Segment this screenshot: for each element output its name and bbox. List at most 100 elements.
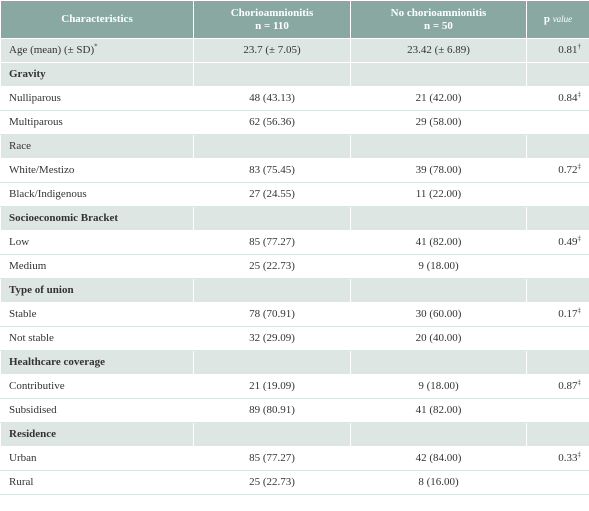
table-row: Medium 25 (22.73) 9 (18.00) (0, 254, 589, 279)
row-label: Rural (0, 470, 194, 495)
section-row-residence: Residence (0, 422, 589, 447)
row-label: Nulliparous (0, 86, 194, 111)
cell-chorio: 25 (22.73) (193, 254, 351, 279)
cell-nochorio: 41 (82.00) (350, 230, 527, 255)
header-characteristics: Characteristics (0, 0, 194, 39)
table-row: Contributive 21 (19.09) 9 (18.00) 0.87‡ (0, 374, 589, 399)
cell-nochorio: 8 (16.00) (350, 470, 527, 495)
header-p-value: p value (526, 0, 589, 39)
section-label: Type of union (0, 278, 194, 303)
empty-cell (526, 206, 589, 231)
p-mark: ‡ (577, 306, 582, 315)
cell-nochorio: 42 (84.00) (350, 446, 527, 471)
table-row: Nulliparous 48 (43.13) 21 (42.00) 0.84‡ (0, 86, 589, 111)
row-label: Age (mean) (± SD)* (0, 38, 194, 63)
table-row: Urban 85 (77.27) 42 (84.00) 0.33‡ (0, 446, 589, 471)
cell-chorio: 85 (77.27) (193, 230, 351, 255)
empty-cell (350, 206, 527, 231)
empty-cell (350, 278, 527, 303)
section-label: Gravity (0, 62, 194, 87)
table-row: Black/Indigenous 27 (24.55) 11 (22.00) (0, 182, 589, 207)
section-label: Residence (0, 422, 194, 447)
cell-p-value: 0.49‡ (526, 230, 589, 255)
cell-nochorio: 20 (40.00) (350, 326, 527, 351)
header-p-prefix: p (543, 13, 550, 25)
p-mark: ‡ (577, 162, 582, 171)
cell-p-value: 0.81† (526, 38, 589, 63)
p-value: 0.87 (558, 380, 578, 392)
row-label: Low (0, 230, 194, 255)
section-label: Race (0, 134, 194, 159)
cell-nochorio: 41 (82.00) (350, 398, 527, 423)
empty-cell (193, 278, 351, 303)
header-chorio-title: Chorioamnionitis (230, 6, 314, 19)
row-label: Stable (0, 302, 194, 327)
p-value: 0.33 (558, 452, 578, 464)
empty-cell (193, 62, 351, 87)
p-mark: ‡ (577, 234, 582, 243)
empty-cell (193, 350, 351, 375)
empty-cell (193, 206, 351, 231)
p-value: 0.84 (558, 92, 578, 104)
table-row: White/Mestizo 83 (75.45) 39 (78.00) 0.72… (0, 158, 589, 183)
age-footnote-mark: * (94, 42, 98, 51)
characteristics-table: Characteristics Chorioamnionitis n = 110 … (0, 0, 589, 495)
table-row: Not stable 32 (29.09) 20 (40.00) (0, 326, 589, 351)
empty-cell (526, 398, 589, 423)
empty-cell (193, 134, 351, 159)
cell-nochorio: 30 (60.00) (350, 302, 527, 327)
cell-chorio: 89 (80.91) (193, 398, 351, 423)
row-label: Not stable (0, 326, 194, 351)
empty-cell (526, 326, 589, 351)
empty-cell (350, 62, 527, 87)
empty-cell (526, 350, 589, 375)
empty-cell (526, 254, 589, 279)
empty-cell (526, 134, 589, 159)
row-label: Urban (0, 446, 194, 471)
cell-nochorio: 39 (78.00) (350, 158, 527, 183)
p-value: 0.72 (558, 164, 578, 176)
empty-cell (526, 62, 589, 87)
table-row: Subsidised 89 (80.91) 41 (82.00) (0, 398, 589, 423)
cell-chorio: 25 (22.73) (193, 470, 351, 495)
empty-cell (526, 182, 589, 207)
header-characteristics-text: Characteristics (61, 13, 133, 25)
empty-cell (526, 470, 589, 495)
cell-chorio: 62 (56.36) (193, 110, 351, 135)
cell-chorio: 78 (70.91) (193, 302, 351, 327)
cell-chorio: 83 (75.45) (193, 158, 351, 183)
header-row: Characteristics Chorioamnionitis n = 110 … (0, 0, 589, 39)
cell-nochorio: 21 (42.00) (350, 86, 527, 111)
empty-cell (526, 422, 589, 447)
cell-chorio: 32 (29.09) (193, 326, 351, 351)
row-label: White/Mestizo (0, 158, 194, 183)
section-row-race: Race (0, 134, 589, 159)
cell-nochorio: 29 (58.00) (350, 110, 527, 135)
cell-nochorio: 11 (22.00) (350, 182, 527, 207)
table-row: Rural 25 (22.73) 8 (16.00) (0, 470, 589, 495)
section-label: Socioeconomic Bracket (0, 206, 194, 231)
row-label: Multiparous (0, 110, 194, 135)
cell-p-value: 0.33‡ (526, 446, 589, 471)
header-nochorio-title: No chorioamnionitis (390, 6, 487, 19)
cell-nochorio: 23.42 (± 6.89) (350, 38, 527, 63)
table-row: Low 85 (77.27) 41 (82.00) 0.49‡ (0, 230, 589, 255)
empty-cell (350, 422, 527, 447)
age-p-mark: † (577, 42, 582, 51)
p-mark: ‡ (577, 450, 582, 459)
header-chorio-n: n = 110 (255, 19, 289, 32)
row-label: Contributive (0, 374, 194, 399)
empty-cell (526, 278, 589, 303)
section-row-gravity: Gravity (0, 62, 589, 87)
cell-chorio: 48 (43.13) (193, 86, 351, 111)
p-value: 0.17 (558, 308, 578, 320)
table-row: Stable 78 (70.91) 30 (60.00) 0.17‡ (0, 302, 589, 327)
cell-p-value: 0.84‡ (526, 86, 589, 111)
p-value: 0.49 (558, 236, 578, 248)
p-mark: ‡ (577, 378, 582, 387)
header-chorioamnionitis: Chorioamnionitis n = 110 (193, 0, 351, 39)
section-row-coverage: Healthcare coverage (0, 350, 589, 375)
row-label: Medium (0, 254, 194, 279)
section-row-union: Type of union (0, 278, 589, 303)
row-label: Subsidised (0, 398, 194, 423)
